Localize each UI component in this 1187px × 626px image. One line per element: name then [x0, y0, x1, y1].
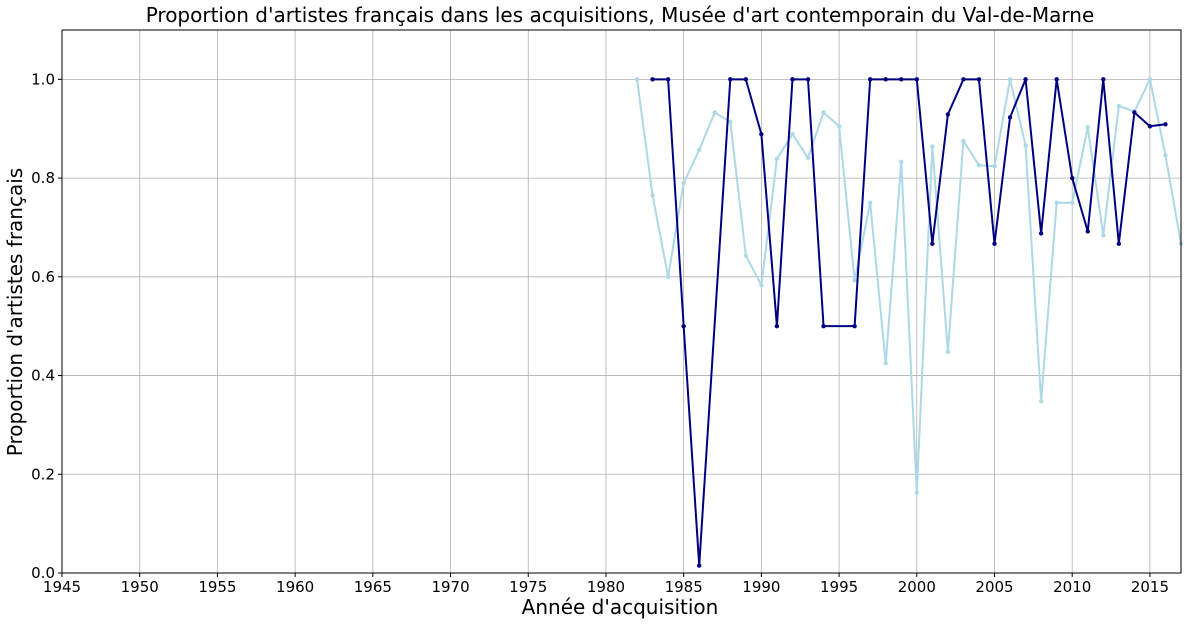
data-point [821, 323, 826, 329]
data-point [961, 138, 966, 144]
axes-layer: 1945 1950 1955 1960 1965 1970 1975 1980 1985 1990… [31, 29, 1182, 596]
data-point [681, 180, 686, 186]
data-point [1163, 153, 1168, 158]
data-point [976, 163, 982, 168]
data-point [930, 241, 935, 246]
x-tick-label: 1975 [509, 578, 547, 596]
data-point [650, 193, 655, 198]
x-tick-label: 1985 [665, 578, 703, 596]
data-point [945, 112, 951, 117]
data-point [867, 77, 873, 82]
data-point [1116, 103, 1122, 109]
data-point [992, 164, 997, 169]
data-point [1023, 77, 1028, 82]
x-tick-label: 2010 [1053, 578, 1091, 596]
data-point [650, 77, 655, 82]
data-point [1038, 399, 1044, 404]
data-point [883, 77, 888, 82]
data-point [1054, 77, 1059, 82]
x-tick-label: 1995 [820, 578, 858, 596]
series-layer [634, 77, 1184, 568]
data-point [634, 77, 640, 82]
data-point [883, 361, 888, 366]
y-tick-label: 0.6 [31, 268, 55, 286]
data-point [743, 77, 749, 82]
data-point [992, 241, 997, 246]
data-point [1085, 125, 1090, 130]
data-point [743, 253, 749, 258]
data-point [728, 77, 733, 82]
data-point [1070, 175, 1075, 181]
x-tick-label: 1945 [43, 578, 81, 596]
data-point [728, 119, 733, 125]
data-point [774, 323, 780, 329]
data-point [665, 274, 671, 280]
data-point [774, 156, 780, 162]
x-tick-label: 2015 [1131, 578, 1169, 596]
data-point [681, 323, 686, 329]
data-point [759, 131, 764, 137]
data-point [1023, 143, 1028, 148]
x-tick-label: 1950 [121, 578, 159, 596]
data-point [899, 159, 904, 165]
data-point [945, 349, 951, 355]
data-point [1163, 122, 1168, 127]
data-point [805, 155, 811, 161]
data-point [1147, 77, 1153, 82]
x-tick-label: 1990 [742, 578, 780, 596]
data-point [930, 144, 935, 149]
x-tick-label: 1970 [431, 578, 469, 596]
data-point [1085, 229, 1090, 234]
data-point [867, 200, 873, 205]
series-line [652, 78, 1166, 567]
data-point [665, 77, 671, 82]
data-point [1038, 231, 1044, 236]
data-point [697, 147, 702, 153]
series-line [636, 78, 1182, 494]
plot-frame [61, 29, 1182, 574]
data-point [1101, 77, 1106, 82]
y-tick-label: 0.8 [31, 169, 55, 187]
chart-title: Proportion d'artistes français dans les … [146, 3, 1095, 27]
data-point [852, 323, 857, 329]
data-point [1007, 115, 1013, 120]
series-2 [650, 77, 1168, 568]
data-point [1116, 241, 1122, 246]
x-axis-label: Année d'acquisition [522, 595, 719, 619]
x-tick-label: 1960 [276, 578, 314, 596]
x-tick-label: 1980 [587, 578, 625, 596]
data-point [976, 77, 982, 82]
data-point [1132, 110, 1137, 115]
data-point [852, 278, 857, 283]
data-point [759, 283, 764, 288]
x-tick-label: 1965 [354, 578, 392, 596]
data-point [961, 77, 966, 82]
x-tick-label: 2005 [975, 578, 1013, 596]
data-point [790, 77, 795, 82]
y-tick-label: 1.0 [31, 70, 55, 88]
grid-layer [61, 30, 1181, 574]
y-tick-label: 0.2 [31, 465, 55, 483]
data-point [914, 490, 919, 495]
data-point [821, 110, 826, 115]
data-point [899, 77, 904, 82]
data-point [697, 563, 702, 568]
data-point [836, 124, 842, 129]
data-point [805, 77, 811, 82]
data-point [1054, 200, 1059, 205]
y-tick-label: 0.0 [31, 564, 55, 582]
data-point [1007, 77, 1013, 82]
data-point [790, 131, 795, 137]
y-tick-label: 0.4 [31, 367, 55, 385]
x-tick-label: 1955 [198, 578, 236, 596]
y-axis-label: Proportion d'artistes français [3, 168, 27, 456]
data-point [1147, 124, 1153, 129]
data-point [1101, 233, 1106, 238]
data-point [712, 110, 717, 115]
data-point [914, 77, 919, 82]
data-point [1070, 200, 1075, 205]
x-tick-label: 2000 [898, 578, 936, 596]
